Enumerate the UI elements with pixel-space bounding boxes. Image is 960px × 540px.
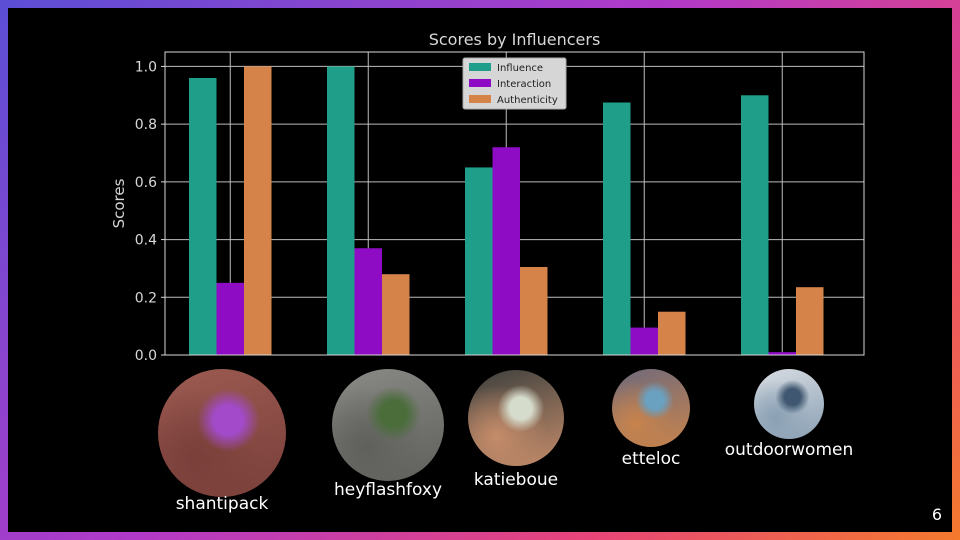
- bar-interaction-shantipack: [216, 282, 244, 355]
- y-axis-label: Scores: [110, 178, 128, 228]
- bar-interaction-katieboue: [492, 147, 520, 355]
- bar-interaction-outdoorwomen: [768, 352, 796, 355]
- bar-influence-heyflashfoxy: [327, 66, 355, 355]
- legend-swatch-influence: [469, 63, 491, 71]
- avatar-outdoorwomen: [754, 369, 824, 439]
- bar-authenticity-etteloc: [658, 311, 686, 355]
- plot-frame: [164, 51, 865, 356]
- bar-authenticity-shantipack: [244, 66, 272, 355]
- bar-interaction-heyflashfoxy: [354, 248, 382, 355]
- y-tick-label: 0.0: [135, 348, 157, 364]
- y-tick-label: 0.2: [135, 290, 157, 306]
- bar-authenticity-heyflashfoxy: [382, 274, 410, 355]
- avatar-katieboue: [468, 370, 564, 466]
- avatar-label-outdoorwomen: outdoorwomen: [724, 440, 854, 460]
- avatar-label-shantipack: shantipack: [175, 494, 269, 514]
- bar-influence-etteloc: [603, 102, 631, 355]
- legend-label-authenticity: Authenticity: [497, 95, 558, 106]
- page-number: 6: [931, 505, 942, 524]
- y-tick-label: 0.6: [135, 175, 157, 191]
- avatar-shantipack: [158, 369, 286, 497]
- avatar-label-heyflashfoxy: heyflashfoxy: [333, 480, 443, 500]
- bar-authenticity-outdoorwomen: [796, 287, 824, 355]
- bar-authenticity-katieboue: [520, 266, 548, 355]
- y-tick-label: 1.0: [135, 59, 157, 75]
- bar-interaction-etteloc: [630, 327, 658, 355]
- legend-label-interaction: Interaction: [497, 79, 551, 90]
- bar-influence-outdoorwomen: [741, 95, 769, 356]
- bar-influence-shantipack: [189, 77, 217, 355]
- y-tick-label: 0.8: [135, 117, 157, 133]
- bar-influence-katieboue: [465, 167, 493, 355]
- avatar-etteloc: [612, 369, 690, 447]
- chart-title: Scores by Influencers: [429, 30, 601, 49]
- legend-swatch-interaction: [469, 79, 491, 87]
- legend-swatch-authenticity: [469, 95, 491, 103]
- bar-chart: 0.0 0.2 0.4 0.6 0.8 1.0 Scores by Influencers S…: [110, 30, 865, 364]
- avatar-label-etteloc: etteloc: [621, 449, 681, 469]
- legend-label-influence: Influence: [497, 63, 543, 74]
- avatar-heyflashfoxy: [332, 369, 444, 481]
- slide: 0.0 0.2 0.4 0.6 0.8 1.0 Scores by Influencers S…: [8, 8, 952, 532]
- avatar-label-katieboue: katieboue: [473, 470, 559, 490]
- y-tick-label: 0.4: [135, 233, 157, 249]
